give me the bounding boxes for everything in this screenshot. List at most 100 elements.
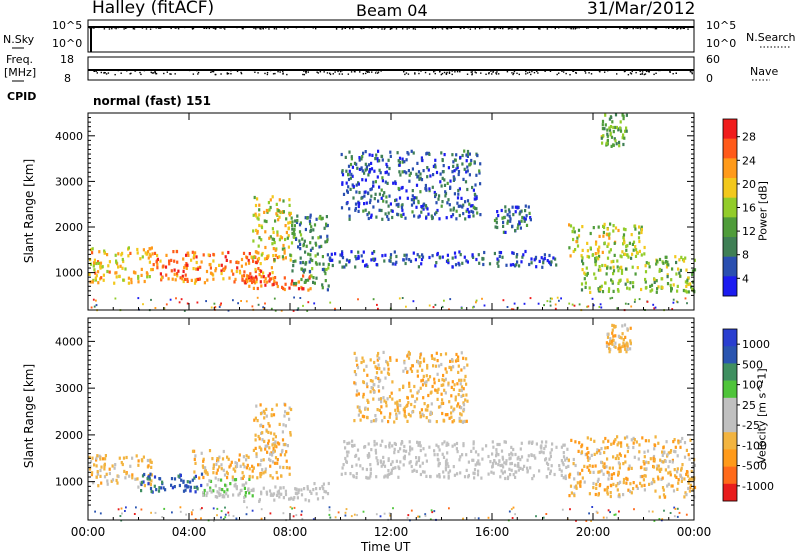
nave-sample	[457, 69, 460, 71]
range-cell	[265, 208, 268, 213]
range-cell	[612, 143, 615, 147]
range-cell	[632, 441, 635, 445]
range-cell	[643, 450, 646, 454]
range-cell	[405, 171, 408, 175]
range-cell	[686, 278, 689, 282]
range-cell	[276, 284, 279, 289]
range-cell	[428, 187, 431, 191]
range-cell	[677, 481, 680, 485]
range-cell	[456, 165, 459, 170]
range-cell	[217, 457, 220, 461]
range-cell	[320, 217, 323, 221]
nave-sample	[414, 73, 416, 75]
sky-panel-frame	[87, 19, 695, 53]
range-cell	[605, 465, 608, 469]
range-cell	[391, 262, 394, 266]
range-cell	[287, 411, 290, 415]
nsky-sample	[191, 27, 194, 30]
range-cell	[618, 140, 621, 144]
freq-tick-low: 8	[64, 72, 71, 85]
range-cell	[119, 264, 122, 268]
range-cell	[608, 287, 611, 291]
range-cell	[455, 167, 458, 171]
range-cell	[422, 357, 426, 361]
range-cell	[626, 347, 629, 351]
range-cell	[616, 443, 619, 447]
range-cell	[181, 274, 184, 278]
range-cell	[615, 142, 618, 146]
range-cell	[419, 415, 422, 419]
range-cell	[459, 204, 462, 208]
range-cell	[468, 163, 471, 167]
range-cell	[156, 257, 159, 261]
range-cell	[346, 441, 349, 446]
range-cell	[538, 450, 541, 455]
nsky-sample	[252, 26, 254, 29]
range-cell	[472, 471, 475, 475]
range-cell	[447, 464, 450, 469]
range-cell	[365, 165, 368, 169]
range-cell	[269, 458, 272, 463]
range-cell	[464, 200, 467, 204]
range-cell	[606, 244, 609, 248]
nsky-sample	[189, 26, 192, 28]
range-cell	[312, 518, 315, 521]
range-cell	[248, 279, 251, 283]
range-cell	[535, 442, 538, 446]
range-cell	[358, 202, 361, 206]
range-cell	[345, 181, 348, 185]
range-cell	[650, 283, 654, 287]
range-cell	[302, 244, 305, 248]
range-cell	[621, 344, 624, 349]
range-cell	[423, 470, 426, 474]
range-cell	[272, 254, 275, 258]
range-cell	[277, 489, 280, 493]
nsky-sample	[451, 26, 454, 28]
range-cell	[377, 376, 380, 381]
range-cell	[460, 307, 463, 309]
range-cell	[194, 461, 197, 465]
range-cell	[171, 511, 173, 514]
range-cell	[271, 237, 274, 241]
range-cell	[404, 415, 407, 419]
range-cell	[309, 215, 312, 219]
range-cell	[463, 149, 466, 153]
range-cell	[662, 261, 665, 265]
range-cell	[408, 452, 411, 456]
range-cell	[245, 513, 248, 516]
range-cell	[226, 488, 229, 492]
range-cell	[505, 459, 508, 463]
range-cell	[385, 170, 388, 174]
nsky-sample	[665, 26, 667, 29]
range-cell	[375, 371, 379, 375]
range-cell	[608, 126, 611, 130]
range-cell	[604, 436, 607, 441]
range-cell	[453, 383, 456, 387]
range-cell	[619, 278, 622, 282]
range-cell	[356, 448, 360, 452]
range-cell	[381, 179, 384, 183]
range-cell	[97, 261, 100, 265]
nave-sample	[240, 72, 243, 75]
nave-sample	[341, 70, 343, 72]
range-cell	[264, 230, 267, 234]
range-cell	[356, 166, 359, 170]
range-cell	[284, 489, 287, 493]
range-cell	[243, 270, 246, 274]
range-cell	[268, 446, 271, 450]
range-cell	[245, 466, 248, 470]
nave-sample	[130, 72, 132, 75]
range-cell	[681, 436, 684, 441]
range-cell	[318, 486, 322, 491]
range-cell	[607, 471, 610, 475]
range-cell	[397, 465, 400, 469]
range-cell	[587, 451, 590, 455]
range-cell	[523, 302, 526, 305]
range-cell	[281, 438, 285, 442]
range-cell	[273, 461, 277, 465]
station-title: Halley (fitACF)	[92, 0, 215, 18]
range-cell	[401, 170, 404, 174]
range-cell	[175, 297, 177, 300]
range-cell	[450, 415, 453, 419]
range-cell	[149, 254, 152, 258]
